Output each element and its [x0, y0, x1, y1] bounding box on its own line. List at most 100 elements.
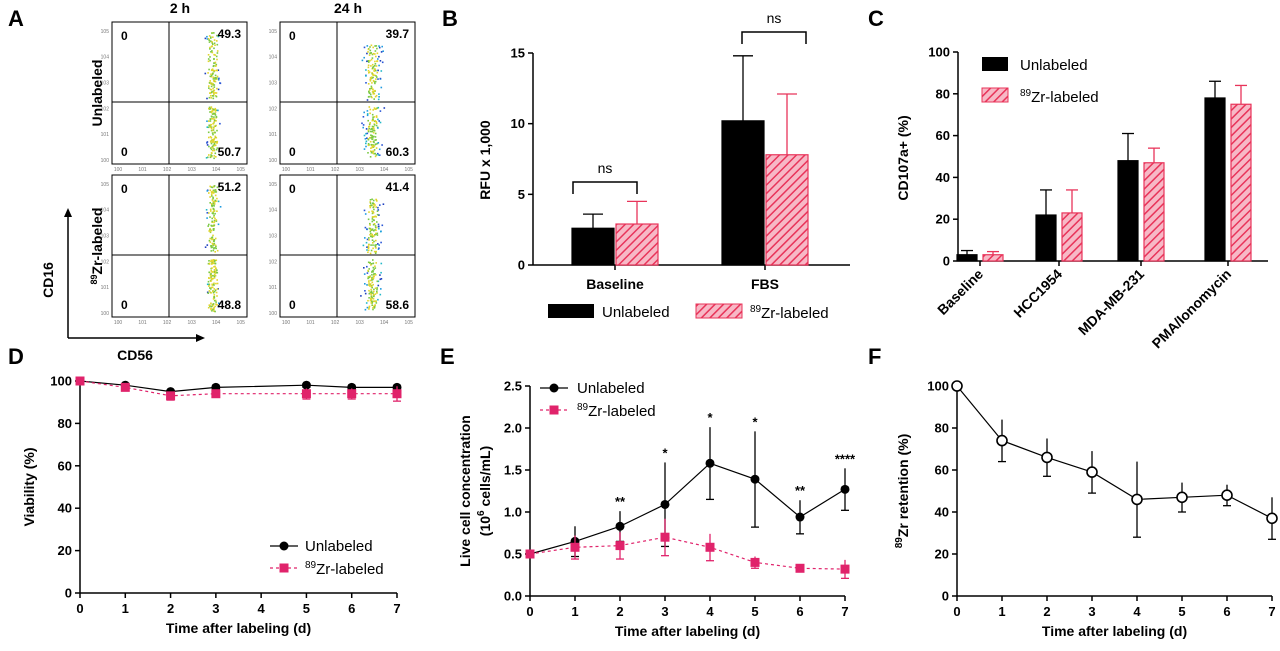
flow-event-dot	[207, 225, 209, 227]
flow-event-dot	[369, 299, 372, 302]
flow-event-dot	[366, 45, 369, 47]
flow-event-dot	[373, 145, 376, 147]
flow-event-dot	[211, 271, 213, 273]
flow-event-dot	[371, 113, 374, 116]
flow-event-dot	[215, 63, 218, 66]
flow-event-dot	[370, 244, 372, 246]
flow-event-dot	[206, 217, 208, 219]
flow-event-dot	[213, 262, 215, 265]
y-tick-label: 0.0	[504, 589, 522, 604]
flow-event-dot	[213, 296, 216, 298]
flow-event-dot	[372, 247, 374, 250]
flow-event-dot	[216, 269, 218, 271]
flow-event-dot	[373, 120, 376, 123]
flow-event-dot	[207, 156, 209, 159]
flow-event-dot	[213, 89, 216, 92]
flow-event-dot	[212, 147, 214, 149]
flow-event-dot	[214, 251, 216, 253]
flow-event-dot	[379, 293, 382, 296]
flow-event-dot	[373, 273, 375, 275]
flow-event-dot	[211, 263, 213, 265]
flow-event-dot	[374, 108, 376, 110]
flow-event-dot	[380, 70, 383, 72]
series-line-unlabeled	[529, 462, 846, 555]
flow-event-dot	[210, 275, 212, 278]
flow-event-dot	[209, 189, 212, 191]
flow-event-dot	[210, 75, 213, 78]
flow-event-dot	[210, 69, 213, 72]
bar-89zr-labeled	[1230, 103, 1252, 262]
flow-event-dot	[214, 191, 216, 193]
x-axis-label: Time after labeling (d)	[166, 620, 311, 636]
flow-event-dot	[375, 94, 378, 97]
flow-y-tick-label: 100	[101, 311, 110, 317]
flow-y-tick-label: 101	[101, 132, 110, 138]
flow-event-dot	[216, 282, 219, 285]
x-tick-label: 1	[571, 604, 578, 619]
flow-event-dot	[371, 138, 373, 140]
flow-event-dot	[367, 138, 370, 141]
flow-event-dot	[213, 228, 215, 230]
flow-event-dot	[371, 220, 374, 223]
y-tick-label: 20	[58, 543, 72, 558]
y-tick-label: 0	[943, 254, 950, 269]
flow-event-dot	[210, 286, 213, 289]
flow-event-dot	[376, 287, 378, 289]
flow-event-dot	[372, 294, 375, 296]
flow-event-dot	[213, 284, 215, 286]
quadrant-value-ul: 0	[289, 29, 296, 43]
flow-event-dot	[208, 192, 210, 194]
significance-stars: *	[752, 414, 758, 429]
legend-marker-89zr-labeled	[279, 563, 289, 573]
flow-event-dot	[378, 96, 380, 98]
flow-event-dot	[212, 109, 214, 112]
flow-event-dot	[375, 239, 377, 242]
flow-event-dot	[208, 85, 210, 87]
flow-event-dot	[370, 249, 373, 252]
flow-event-dot	[213, 299, 216, 302]
flow-y-tick-label: 104	[269, 55, 278, 61]
flow-event-dot	[364, 292, 367, 295]
flow-event-dot	[364, 226, 367, 229]
flow-event-dot	[372, 278, 374, 281]
flow-x-tick-label: 102	[331, 167, 340, 173]
significance-stars: **	[795, 483, 806, 498]
flow-event-dot	[366, 228, 368, 230]
flow-event-dot	[367, 64, 370, 67]
flow-event-dot	[216, 197, 218, 200]
flow-event-dot	[374, 80, 377, 83]
flow-event-dot	[374, 229, 376, 231]
flow-event-dot	[208, 260, 210, 262]
flow-event-dot	[212, 127, 215, 129]
flow-event-dot	[374, 234, 376, 236]
flow-event-dot	[375, 226, 378, 229]
flow-event-dot	[375, 300, 377, 302]
flow-event-dot	[209, 126, 212, 129]
bar-unlabeled	[1204, 97, 1226, 262]
bar-89zr-labeled	[982, 254, 1004, 262]
flow-event-dot	[209, 185, 211, 188]
flow-event-dot	[215, 220, 218, 222]
flow-event-dot	[213, 308, 215, 311]
flow-event-dot	[210, 269, 213, 272]
flow-event-dot	[375, 154, 378, 156]
flow-event-dot	[213, 148, 215, 150]
flow-event-dot	[365, 302, 368, 304]
flow-event-dot	[370, 229, 372, 231]
flow-event-dot	[372, 93, 375, 95]
flow-y-tick-label: 105	[269, 182, 278, 188]
flow-event-dot	[371, 235, 373, 237]
flow-event-dot	[215, 115, 218, 118]
flow-event-dot	[217, 79, 220, 81]
flow-event-dot	[374, 132, 377, 135]
flow-event-dot	[373, 275, 375, 277]
flow-event-dot	[214, 247, 216, 249]
flow-event-dot	[208, 283, 210, 286]
flow-event-dot	[210, 273, 212, 275]
flow-event-dot	[368, 237, 370, 239]
flow-x-tick-label: 104	[212, 167, 221, 173]
flow-y-tick-label: 102	[101, 106, 110, 112]
flow-event-dot	[367, 249, 370, 252]
flow-event-dot	[207, 54, 210, 56]
